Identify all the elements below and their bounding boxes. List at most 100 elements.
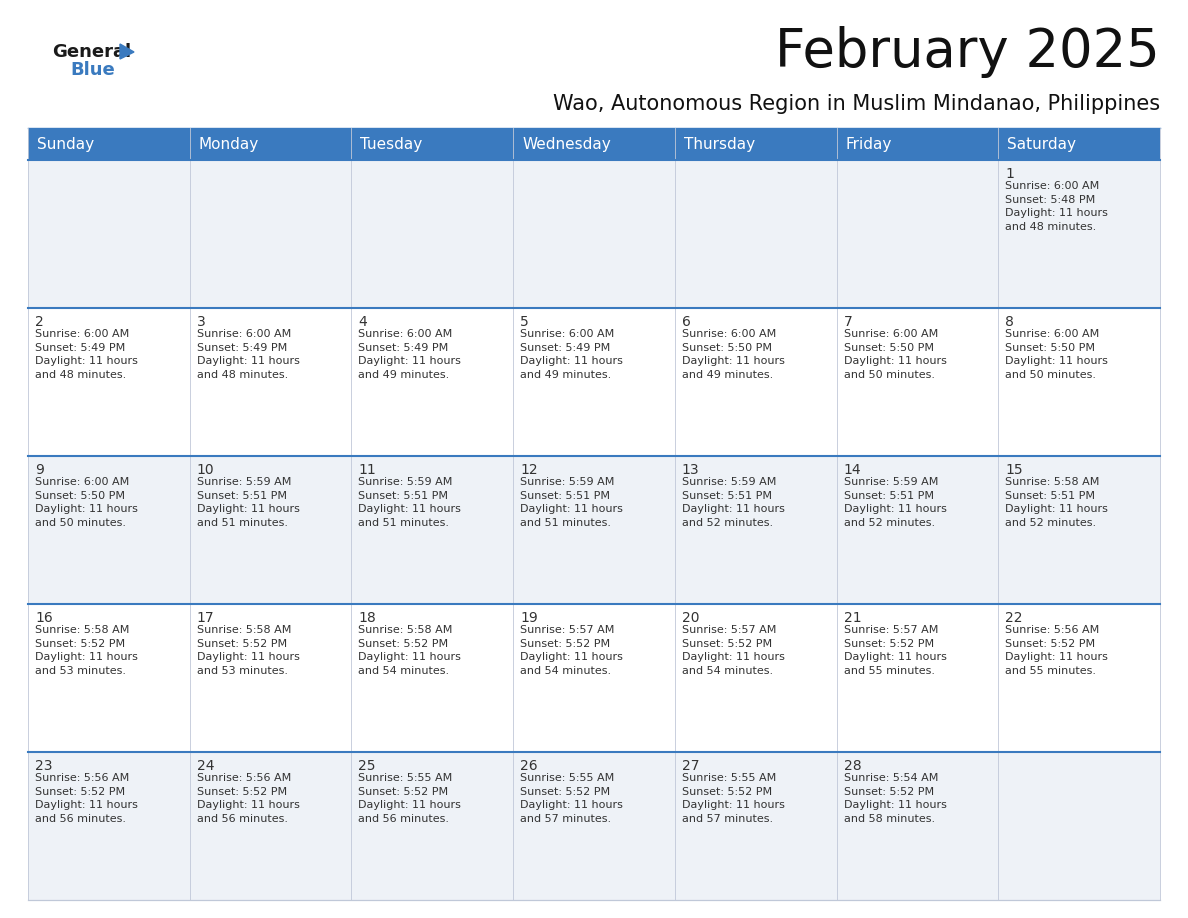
Text: 9: 9 — [34, 463, 44, 477]
Text: 28: 28 — [843, 759, 861, 773]
Text: Sunrise: 5:56 AM
Sunset: 5:52 PM
Daylight: 11 hours
and 56 minutes.: Sunrise: 5:56 AM Sunset: 5:52 PM Dayligh… — [34, 773, 138, 823]
Text: Tuesday: Tuesday — [360, 137, 423, 151]
Bar — [998, 128, 1159, 160]
Bar — [190, 456, 352, 604]
Bar — [513, 160, 675, 308]
Bar — [836, 456, 998, 604]
Bar — [29, 752, 190, 900]
Bar — [675, 308, 836, 456]
Text: February 2025: February 2025 — [776, 26, 1159, 78]
Bar — [675, 752, 836, 900]
Text: Sunrise: 5:55 AM
Sunset: 5:52 PM
Daylight: 11 hours
and 57 minutes.: Sunrise: 5:55 AM Sunset: 5:52 PM Dayligh… — [520, 773, 623, 823]
Bar — [675, 456, 836, 604]
Bar — [836, 128, 998, 160]
Text: 21: 21 — [843, 611, 861, 625]
Text: General: General — [52, 43, 131, 61]
Text: 12: 12 — [520, 463, 538, 477]
Text: 2: 2 — [34, 315, 44, 329]
Text: Wednesday: Wednesday — [523, 137, 611, 151]
Text: Sunrise: 5:59 AM
Sunset: 5:51 PM
Daylight: 11 hours
and 51 minutes.: Sunrise: 5:59 AM Sunset: 5:51 PM Dayligh… — [197, 477, 299, 528]
Text: Wao, Autonomous Region in Muslim Mindanao, Philippines: Wao, Autonomous Region in Muslim Mindana… — [552, 94, 1159, 114]
Bar — [352, 160, 513, 308]
Text: Sunrise: 5:58 AM
Sunset: 5:52 PM
Daylight: 11 hours
and 53 minutes.: Sunrise: 5:58 AM Sunset: 5:52 PM Dayligh… — [197, 625, 299, 676]
Text: Thursday: Thursday — [684, 137, 756, 151]
Text: Sunrise: 5:57 AM
Sunset: 5:52 PM
Daylight: 11 hours
and 54 minutes.: Sunrise: 5:57 AM Sunset: 5:52 PM Dayligh… — [682, 625, 785, 676]
Bar — [513, 604, 675, 752]
Text: Sunrise: 6:00 AM
Sunset: 5:49 PM
Daylight: 11 hours
and 49 minutes.: Sunrise: 6:00 AM Sunset: 5:49 PM Dayligh… — [520, 329, 623, 380]
Bar — [513, 128, 675, 160]
Bar — [675, 128, 836, 160]
Text: Sunrise: 6:00 AM
Sunset: 5:50 PM
Daylight: 11 hours
and 49 minutes.: Sunrise: 6:00 AM Sunset: 5:50 PM Dayligh… — [682, 329, 785, 380]
Bar — [998, 456, 1159, 604]
Bar — [352, 308, 513, 456]
Text: Sunday: Sunday — [37, 137, 94, 151]
Bar — [998, 752, 1159, 900]
Text: Sunrise: 5:59 AM
Sunset: 5:51 PM
Daylight: 11 hours
and 52 minutes.: Sunrise: 5:59 AM Sunset: 5:51 PM Dayligh… — [843, 477, 947, 528]
Text: Sunrise: 5:55 AM
Sunset: 5:52 PM
Daylight: 11 hours
and 56 minutes.: Sunrise: 5:55 AM Sunset: 5:52 PM Dayligh… — [359, 773, 461, 823]
Text: 25: 25 — [359, 759, 375, 773]
Text: 14: 14 — [843, 463, 861, 477]
Text: Sunrise: 6:00 AM
Sunset: 5:49 PM
Daylight: 11 hours
and 49 minutes.: Sunrise: 6:00 AM Sunset: 5:49 PM Dayligh… — [359, 329, 461, 380]
Text: Sunrise: 5:59 AM
Sunset: 5:51 PM
Daylight: 11 hours
and 51 minutes.: Sunrise: 5:59 AM Sunset: 5:51 PM Dayligh… — [359, 477, 461, 528]
Text: Sunrise: 6:00 AM
Sunset: 5:50 PM
Daylight: 11 hours
and 50 minutes.: Sunrise: 6:00 AM Sunset: 5:50 PM Dayligh… — [34, 477, 138, 528]
Text: Sunrise: 5:59 AM
Sunset: 5:51 PM
Daylight: 11 hours
and 51 minutes.: Sunrise: 5:59 AM Sunset: 5:51 PM Dayligh… — [520, 477, 623, 528]
Bar — [352, 456, 513, 604]
Text: 26: 26 — [520, 759, 538, 773]
Text: 13: 13 — [682, 463, 700, 477]
Text: Sunrise: 5:58 AM
Sunset: 5:51 PM
Daylight: 11 hours
and 52 minutes.: Sunrise: 5:58 AM Sunset: 5:51 PM Dayligh… — [1005, 477, 1108, 528]
Bar — [998, 308, 1159, 456]
Text: Monday: Monday — [198, 137, 259, 151]
Bar — [513, 308, 675, 456]
Bar — [190, 604, 352, 752]
Text: 23: 23 — [34, 759, 52, 773]
Text: Sunrise: 5:58 AM
Sunset: 5:52 PM
Daylight: 11 hours
and 53 minutes.: Sunrise: 5:58 AM Sunset: 5:52 PM Dayligh… — [34, 625, 138, 676]
Text: 22: 22 — [1005, 611, 1023, 625]
Text: Sunrise: 6:00 AM
Sunset: 5:49 PM
Daylight: 11 hours
and 48 minutes.: Sunrise: 6:00 AM Sunset: 5:49 PM Dayligh… — [34, 329, 138, 380]
Text: 11: 11 — [359, 463, 377, 477]
Bar — [998, 604, 1159, 752]
Bar — [675, 160, 836, 308]
Bar — [513, 752, 675, 900]
Text: 1: 1 — [1005, 167, 1015, 181]
Bar — [836, 604, 998, 752]
Text: 3: 3 — [197, 315, 206, 329]
Text: 4: 4 — [359, 315, 367, 329]
Text: 8: 8 — [1005, 315, 1015, 329]
Bar — [29, 456, 190, 604]
Polygon shape — [120, 44, 134, 59]
Bar — [352, 128, 513, 160]
Text: 6: 6 — [682, 315, 690, 329]
Bar — [352, 604, 513, 752]
Text: 27: 27 — [682, 759, 700, 773]
Bar — [190, 752, 352, 900]
Text: Sunrise: 6:00 AM
Sunset: 5:49 PM
Daylight: 11 hours
and 48 minutes.: Sunrise: 6:00 AM Sunset: 5:49 PM Dayligh… — [197, 329, 299, 380]
Text: Sunrise: 6:00 AM
Sunset: 5:50 PM
Daylight: 11 hours
and 50 minutes.: Sunrise: 6:00 AM Sunset: 5:50 PM Dayligh… — [843, 329, 947, 380]
Text: Sunrise: 5:58 AM
Sunset: 5:52 PM
Daylight: 11 hours
and 54 minutes.: Sunrise: 5:58 AM Sunset: 5:52 PM Dayligh… — [359, 625, 461, 676]
Text: 10: 10 — [197, 463, 214, 477]
Text: Sunrise: 5:57 AM
Sunset: 5:52 PM
Daylight: 11 hours
and 54 minutes.: Sunrise: 5:57 AM Sunset: 5:52 PM Dayligh… — [520, 625, 623, 676]
Bar — [29, 308, 190, 456]
Text: Sunrise: 5:59 AM
Sunset: 5:51 PM
Daylight: 11 hours
and 52 minutes.: Sunrise: 5:59 AM Sunset: 5:51 PM Dayligh… — [682, 477, 785, 528]
Text: 18: 18 — [359, 611, 377, 625]
Text: 16: 16 — [34, 611, 52, 625]
Text: 19: 19 — [520, 611, 538, 625]
Bar — [998, 160, 1159, 308]
Bar — [513, 456, 675, 604]
Bar — [352, 752, 513, 900]
Text: Sunrise: 5:54 AM
Sunset: 5:52 PM
Daylight: 11 hours
and 58 minutes.: Sunrise: 5:54 AM Sunset: 5:52 PM Dayligh… — [843, 773, 947, 823]
Text: Sunrise: 6:00 AM
Sunset: 5:50 PM
Daylight: 11 hours
and 50 minutes.: Sunrise: 6:00 AM Sunset: 5:50 PM Dayligh… — [1005, 329, 1108, 380]
Text: 15: 15 — [1005, 463, 1023, 477]
Text: Saturday: Saturday — [1007, 137, 1076, 151]
Bar — [29, 604, 190, 752]
Text: 24: 24 — [197, 759, 214, 773]
Text: 17: 17 — [197, 611, 214, 625]
Bar — [836, 160, 998, 308]
Bar — [190, 160, 352, 308]
Text: 7: 7 — [843, 315, 852, 329]
Bar — [29, 128, 190, 160]
Text: Sunrise: 6:00 AM
Sunset: 5:48 PM
Daylight: 11 hours
and 48 minutes.: Sunrise: 6:00 AM Sunset: 5:48 PM Dayligh… — [1005, 181, 1108, 232]
Bar — [190, 128, 352, 160]
Text: Sunrise: 5:56 AM
Sunset: 5:52 PM
Daylight: 11 hours
and 56 minutes.: Sunrise: 5:56 AM Sunset: 5:52 PM Dayligh… — [197, 773, 299, 823]
Text: Sunrise: 5:55 AM
Sunset: 5:52 PM
Daylight: 11 hours
and 57 minutes.: Sunrise: 5:55 AM Sunset: 5:52 PM Dayligh… — [682, 773, 785, 823]
Text: Sunrise: 5:57 AM
Sunset: 5:52 PM
Daylight: 11 hours
and 55 minutes.: Sunrise: 5:57 AM Sunset: 5:52 PM Dayligh… — [843, 625, 947, 676]
